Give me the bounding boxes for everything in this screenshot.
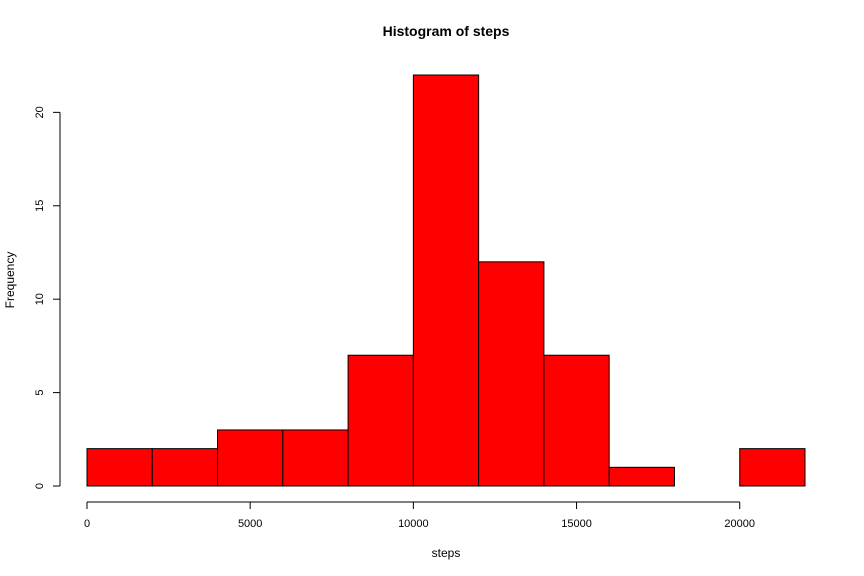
y-tick-label: 5 [34, 390, 46, 396]
bars-group [86, 74, 806, 487]
x-tick-label: 0 [84, 518, 90, 530]
histogram-bar [217, 429, 284, 487]
x-tick-label: 10000 [398, 518, 429, 530]
y-tick-label: 0 [34, 483, 46, 489]
chart-title: Histogram of steps [383, 23, 510, 39]
histogram-bar [86, 448, 153, 487]
x-tick-label: 15000 [561, 518, 592, 530]
y-tick-label: 10 [34, 293, 46, 305]
y-tick-label: 15 [34, 200, 46, 212]
histogram-bar [608, 466, 675, 487]
histogram-bar [412, 74, 480, 487]
y-axis: 0 5 10 15 20 [34, 106, 61, 489]
histogram-bar [739, 448, 806, 487]
x-tick-label: 20000 [724, 518, 755, 530]
y-tick-label: 20 [34, 106, 46, 118]
histogram-bar [543, 354, 610, 487]
x-tick-label: 5000 [238, 518, 262, 530]
histogram-bar [347, 354, 414, 487]
histogram-bar [282, 429, 349, 487]
y-axis-label: Frequency [3, 252, 17, 309]
histogram-bar [478, 261, 545, 487]
x-axis-label: steps [432, 546, 461, 560]
histogram-bar [151, 448, 219, 487]
x-axis: 0 5000 10000 15000 20000 [84, 501, 755, 530]
